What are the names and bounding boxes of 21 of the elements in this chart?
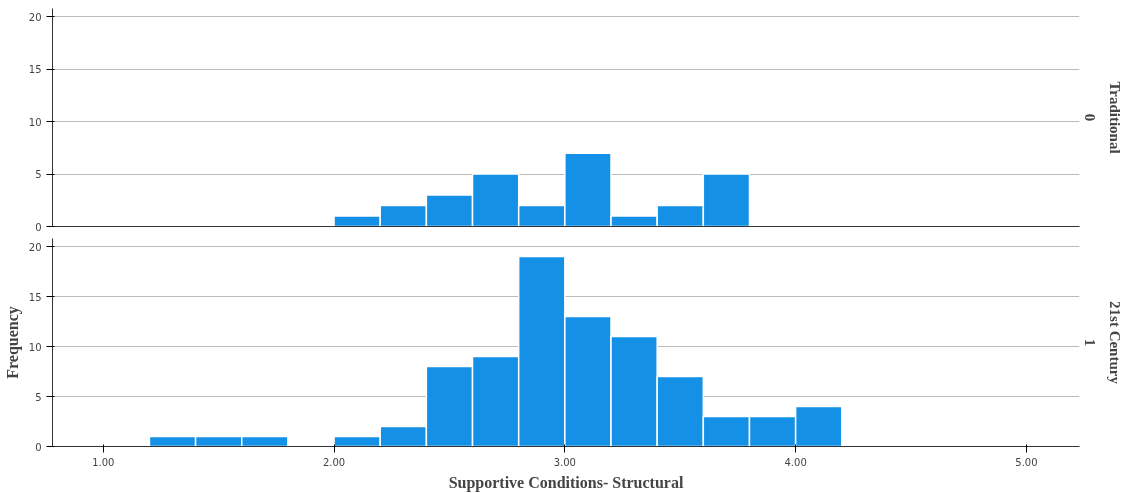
y-tick-label: 5 [35,169,42,181]
y-tick-label: 20 [28,11,42,23]
y-tick-label: 0 [35,441,42,453]
x-axis-title: Supportive Conditions- Structural [448,473,684,492]
x-tick-label: 2.00 [322,456,346,468]
y-tick-label: 0 [35,221,42,233]
y-tick-label: 10 [28,116,42,128]
y-tick-label: 15 [28,291,42,303]
text: 0 [1081,113,1098,122]
text: 1 [1081,338,1098,347]
x-tick-label: 3.00 [553,456,576,468]
x-tick-label: 4.00 [784,456,807,468]
x-tick-label: 1.00 [92,456,115,468]
text: Traditional [1106,81,1123,154]
text: 21st Century [1106,301,1123,385]
y-tick-label: 10 [28,341,42,353]
y-tick-label: 5 [35,391,42,403]
x-tick-label: 5.00 [1015,456,1038,468]
y-tick-label: 15 [28,64,42,76]
y-axis-title: Frequency [3,306,22,379]
y-tick-label: 20 [28,241,42,253]
